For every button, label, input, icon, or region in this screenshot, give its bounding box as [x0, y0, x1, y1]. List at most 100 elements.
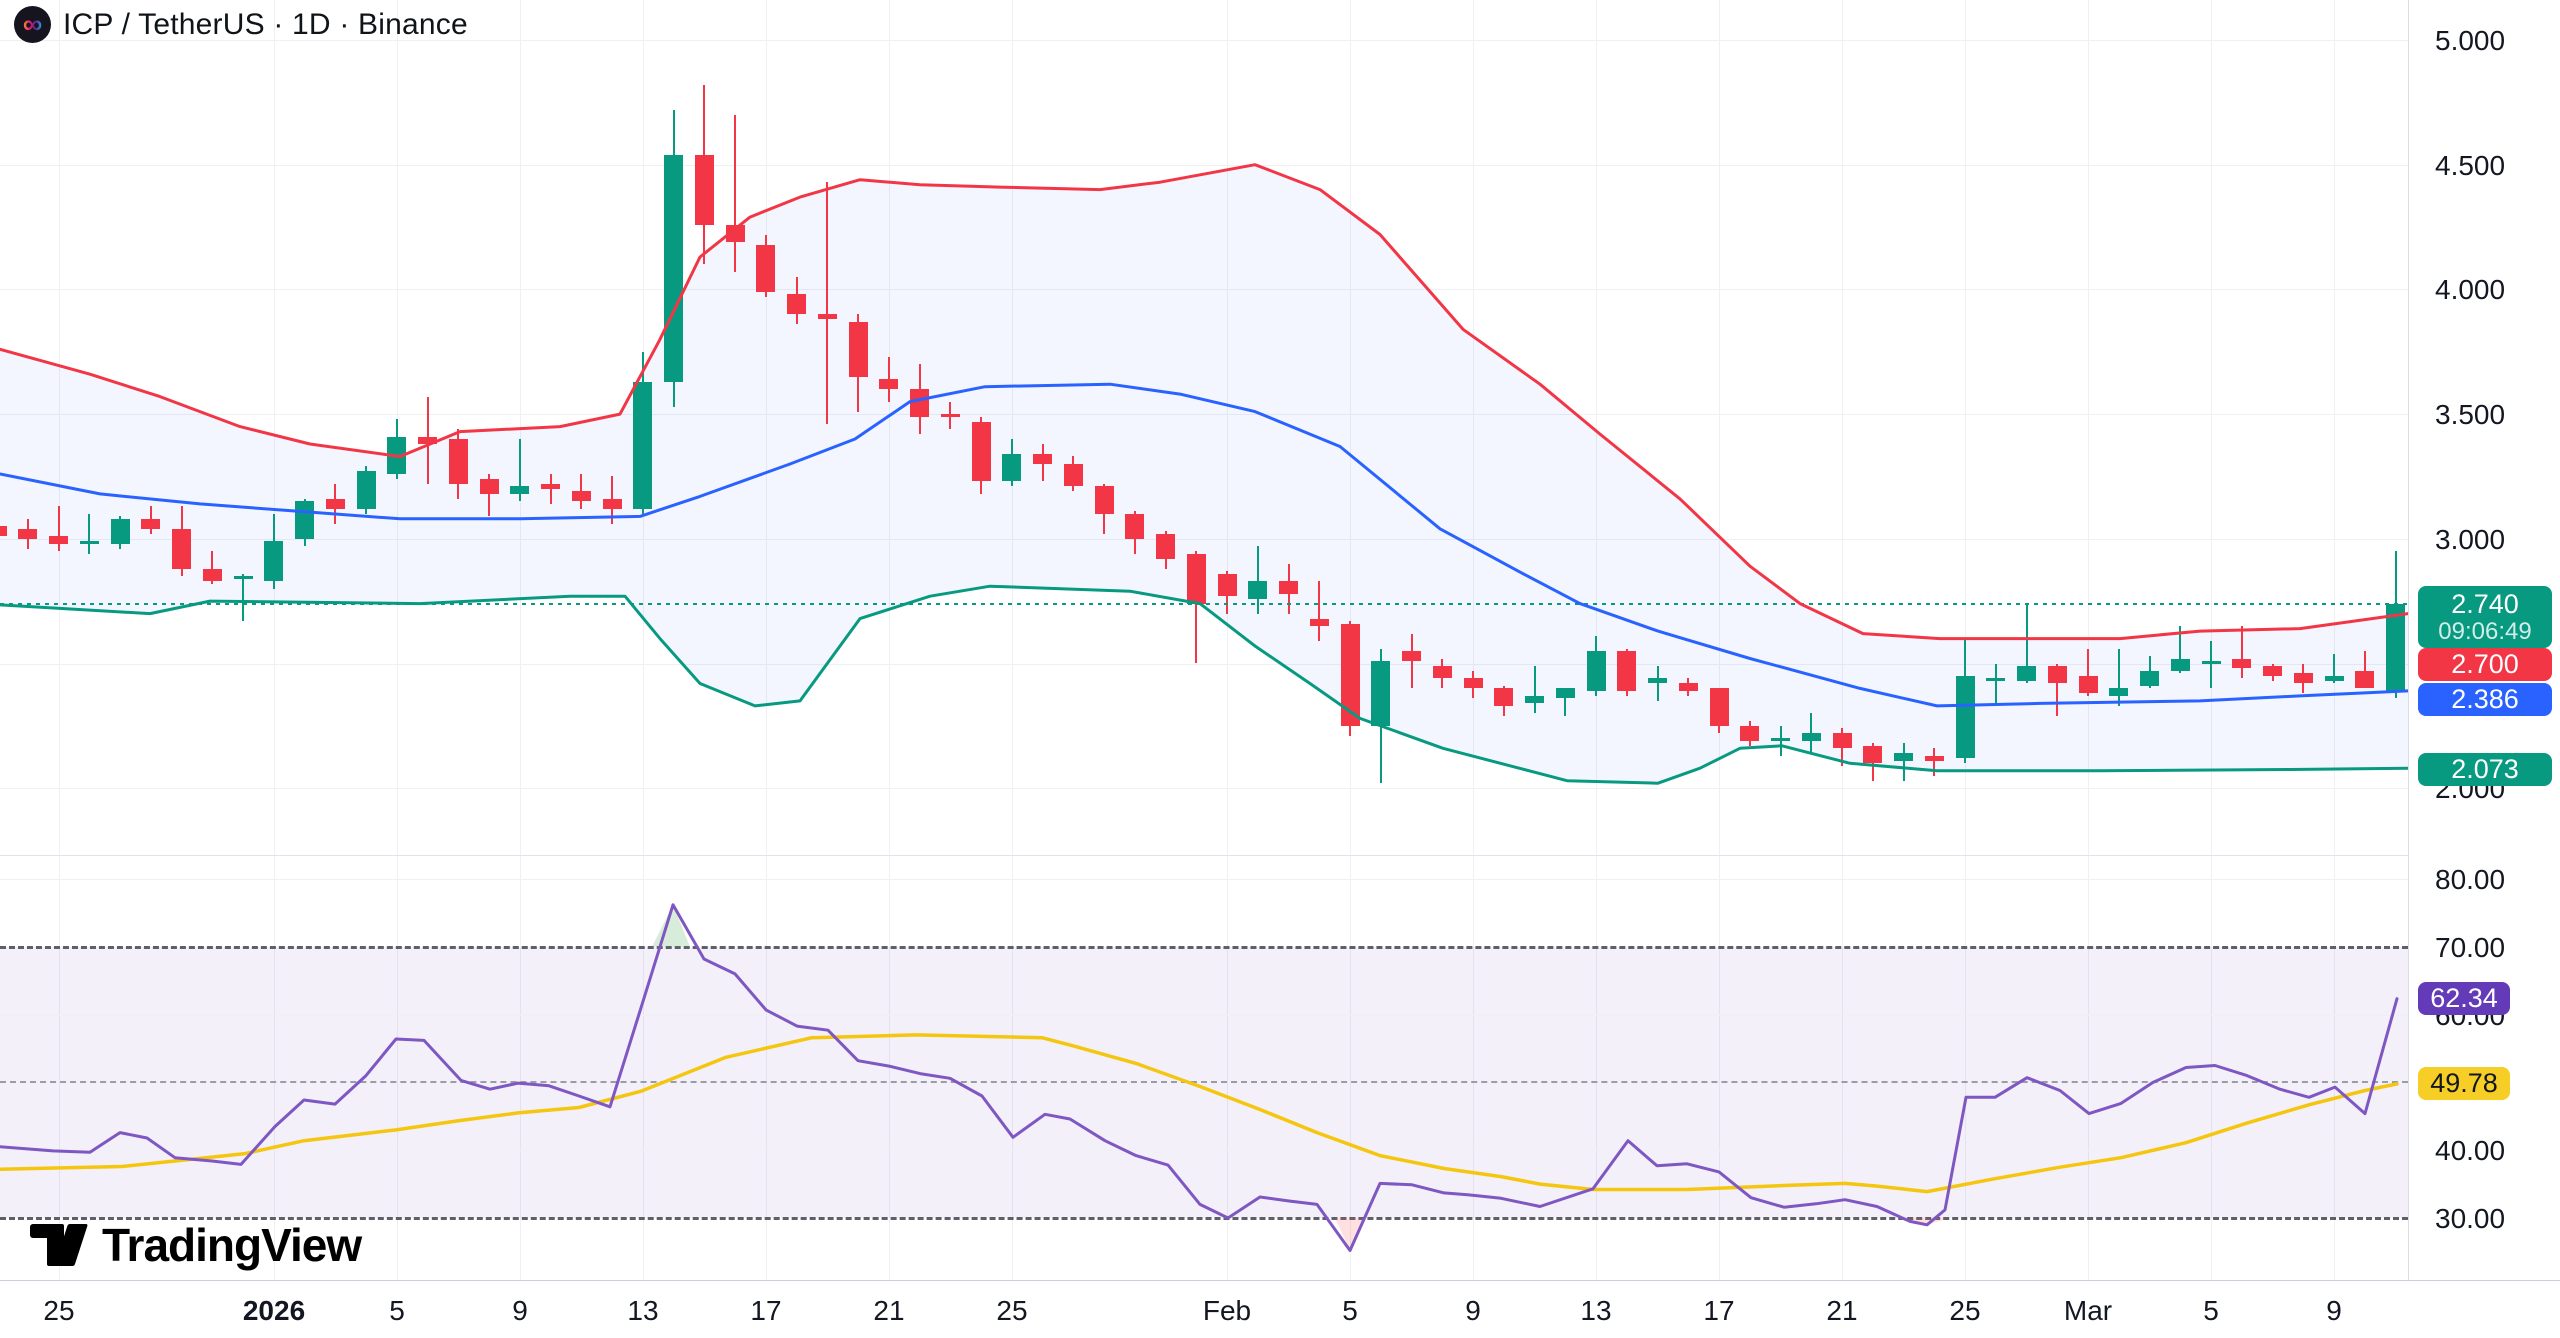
candle[interactable] — [233, 576, 253, 580]
candle[interactable] — [110, 518, 130, 544]
bollinger-lower-line — [0, 584, 2408, 785]
chart-plot-area[interactable] — [0, 0, 2408, 1280]
candle[interactable] — [448, 439, 468, 484]
candle[interactable] — [202, 568, 222, 582]
candle[interactable] — [1894, 753, 1913, 761]
time-tick-label: 9 — [2326, 1295, 2342, 1326]
candle-wick — [734, 114, 736, 272]
price-axis[interactable]: 5.0004.5004.0003.5003.0002.5002.00080.00… — [2408, 0, 2560, 1280]
candle[interactable] — [356, 471, 376, 509]
candle[interactable] — [1863, 745, 1883, 764]
candle[interactable] — [0, 526, 7, 537]
candle[interactable] — [2324, 675, 2344, 681]
candle-wick — [1933, 748, 1936, 776]
vertical-gridline — [2334, 0, 2335, 1280]
candle[interactable] — [418, 436, 437, 444]
candle[interactable] — [325, 498, 345, 509]
candle[interactable] — [1063, 463, 1083, 487]
candle[interactable] — [1125, 513, 1145, 539]
candle[interactable] — [1463, 678, 1483, 689]
candle[interactable] — [1924, 755, 1944, 761]
candle[interactable] — [1832, 733, 1852, 749]
candle[interactable] — [910, 389, 929, 417]
rsi-level-30 — [0, 1217, 2408, 1220]
candle-wick — [1410, 633, 1413, 689]
candle[interactable] — [1371, 661, 1391, 726]
candle[interactable] — [1771, 738, 1790, 742]
candle[interactable] — [2017, 665, 2036, 681]
candle[interactable] — [1033, 454, 1052, 464]
symbol-header[interactable]: ∞ ICP / TetherUS · 1D · Binance — [14, 6, 468, 43]
pane-separator[interactable] — [0, 855, 2560, 856]
candle[interactable] — [1986, 678, 2006, 682]
candle[interactable] — [1340, 623, 1360, 726]
candle[interactable] — [879, 379, 899, 390]
candle[interactable] — [633, 381, 653, 509]
rsi-value-label: 62.34 — [2418, 982, 2510, 1015]
time-axis[interactable]: 25 2026 5 9 13 17 21 25 Feb 5 9 13 17 21 25 Mar 5 9 — [0, 1280, 2560, 1338]
candle[interactable] — [1494, 688, 1514, 706]
bb-upper-label: 2.700 — [2418, 648, 2552, 681]
candle[interactable] — [2201, 661, 2221, 664]
candle[interactable] — [756, 244, 776, 292]
candle-wick — [1994, 663, 1997, 706]
candle[interactable] — [1309, 618, 1329, 627]
candle[interactable] — [571, 491, 591, 502]
candle[interactable] — [1094, 486, 1114, 514]
candle[interactable] — [1186, 553, 1206, 604]
vertical-gridline — [1012, 0, 1013, 1280]
horizontal-gridline — [0, 289, 2408, 290]
candle[interactable] — [2140, 670, 2159, 686]
candle[interactable] — [2170, 658, 2190, 671]
candle[interactable] — [1248, 581, 1268, 599]
candle[interactable] — [1279, 581, 1298, 594]
candle[interactable] — [1648, 678, 1667, 684]
candle[interactable] — [1156, 533, 1175, 559]
candle[interactable] — [2109, 688, 2129, 696]
candle[interactable] — [1555, 688, 1575, 699]
candle[interactable] — [79, 541, 99, 545]
candle[interactable] — [2078, 675, 2098, 694]
candle[interactable] — [1002, 454, 1022, 482]
symbol-title[interactable]: ICP / TetherUS · 1D · Binance — [63, 7, 468, 41]
candle[interactable] — [602, 498, 622, 509]
vertical-gridline — [274, 0, 275, 1280]
candle[interactable] — [541, 483, 560, 489]
candle[interactable] — [1801, 733, 1821, 741]
candle[interactable] — [2293, 673, 2313, 684]
candle[interactable] — [18, 528, 38, 539]
candle[interactable] — [2047, 665, 2067, 684]
candle[interactable] — [1402, 651, 1421, 661]
candle[interactable] — [817, 314, 837, 320]
candle[interactable] — [2386, 603, 2405, 691]
price-tick-label: 3.500 — [2435, 399, 2506, 431]
candle[interactable] — [787, 294, 806, 315]
candle[interactable] — [694, 154, 714, 225]
candle[interactable] — [1586, 651, 1606, 691]
candle-wick — [2240, 626, 2243, 679]
candle[interactable] — [971, 421, 991, 482]
candle[interactable] — [2355, 670, 2375, 689]
candle[interactable] — [1740, 725, 1760, 741]
candle[interactable] — [1432, 665, 1452, 679]
candle[interactable] — [2232, 658, 2252, 669]
candle[interactable] — [264, 541, 284, 582]
candle[interactable] — [1525, 695, 1544, 704]
candle[interactable] — [940, 414, 960, 418]
candle[interactable] — [1955, 675, 1975, 759]
candle[interactable] — [725, 224, 745, 242]
candle[interactable] — [2263, 665, 2282, 676]
candle[interactable] — [848, 321, 868, 377]
candle[interactable] — [49, 536, 68, 544]
candle[interactable] — [1678, 683, 1698, 691]
candle-wick — [242, 573, 244, 622]
candle[interactable] — [479, 478, 499, 494]
candle[interactable] — [1709, 688, 1729, 726]
rsi-level-50 — [0, 1081, 2408, 1083]
candle[interactable] — [510, 486, 530, 494]
candle[interactable] — [1217, 573, 1237, 597]
candle[interactable] — [664, 154, 683, 382]
candle[interactable] — [172, 528, 191, 569]
candle[interactable] — [141, 518, 161, 529]
candle[interactable] — [1617, 651, 1637, 691]
